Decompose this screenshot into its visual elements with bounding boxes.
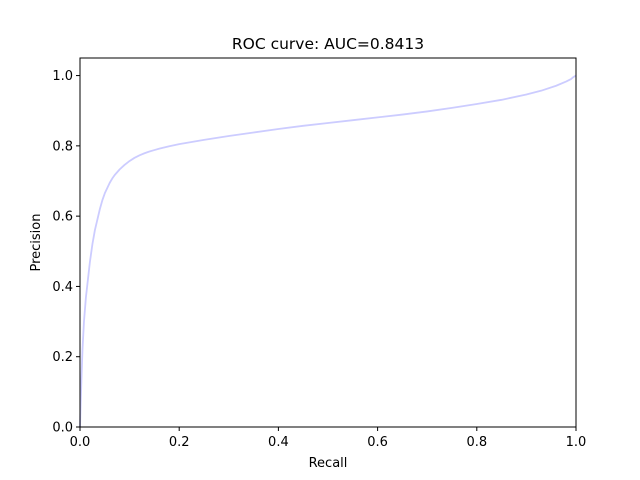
y-tick-label: 0.0: [52, 421, 73, 436]
x-axis-label: Recall: [309, 456, 348, 471]
x-tick-label: 0.2: [169, 435, 190, 450]
y-tick-label: 0.4: [52, 280, 73, 295]
y-tick-label: 1.0: [52, 69, 73, 84]
x-axis-ticks: 0.0 0.2 0.4 0.6 0.8 1.0: [70, 427, 587, 450]
y-axis-ticks: 0.0 0.2 0.4 0.6 0.8 1.0: [52, 69, 80, 436]
chart-title: ROC curve: AUC=0.8413: [232, 35, 424, 53]
series-line-0: [79, 74, 577, 428]
x-tick-label: 0.0: [70, 435, 91, 450]
x-tick-label: 0.4: [268, 435, 289, 450]
x-tick-label: 1.0: [566, 435, 587, 450]
y-tick-label: 0.2: [52, 350, 73, 365]
y-axis-label: Precision: [29, 213, 44, 271]
plot-area: [79, 74, 577, 428]
y-tick-label: 0.6: [52, 210, 73, 225]
y-tick-label: 0.8: [52, 139, 73, 154]
x-tick-label: 0.8: [466, 435, 487, 450]
x-tick-label: 0.6: [367, 435, 388, 450]
plot-frame: [79, 57, 577, 428]
